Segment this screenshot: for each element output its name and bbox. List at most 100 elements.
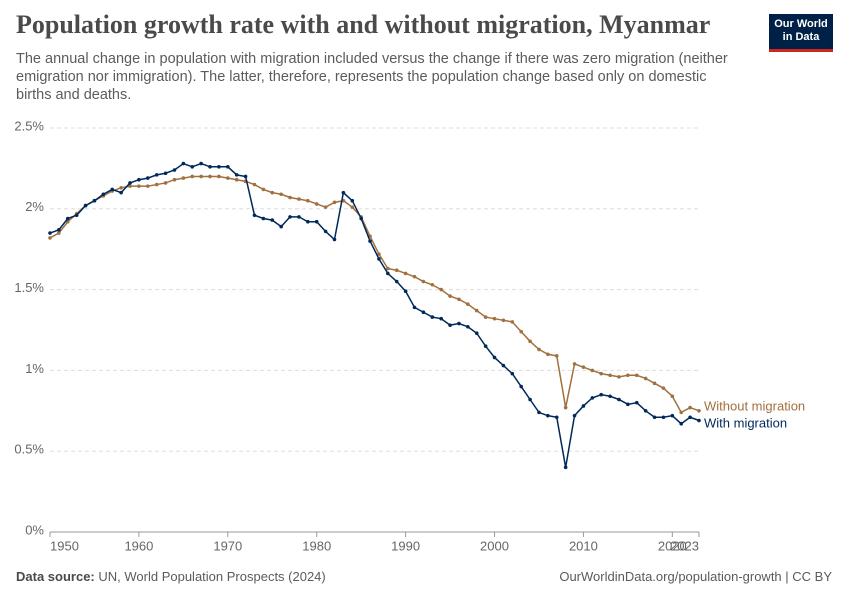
data-point (661, 415, 666, 420)
data-point (377, 257, 381, 261)
data-point (599, 371, 604, 376)
data-point (617, 375, 621, 379)
data-point (501, 363, 506, 368)
data-point (145, 176, 150, 180)
data-point (457, 297, 461, 302)
x-tick-label: 2000 (480, 538, 509, 553)
data-point (74, 213, 79, 218)
data-point (634, 400, 639, 405)
data-point (217, 174, 221, 179)
data-point (643, 376, 648, 381)
data-point (261, 216, 266, 221)
source: Data source: UN, World Population Prospe… (16, 569, 326, 584)
data-point (652, 381, 657, 386)
data-point (474, 331, 479, 336)
data-point (234, 173, 239, 177)
data-point (163, 181, 168, 185)
data-point (563, 405, 568, 410)
data-point (546, 352, 550, 357)
legend-label: With migration (704, 416, 787, 431)
logo[interactable]: Our World in Data (769, 14, 833, 52)
data-point (137, 184, 141, 188)
data-point (457, 321, 461, 326)
data-point (581, 365, 586, 369)
legend-label: Without migration (704, 399, 805, 414)
data-point (412, 274, 417, 279)
data-point (430, 315, 435, 319)
data-point (57, 228, 61, 232)
data-point (599, 392, 604, 397)
data-point (403, 271, 408, 276)
data-point (634, 373, 639, 378)
data-point (314, 219, 319, 224)
data-point (128, 181, 132, 185)
source-url[interactable]: OurWorldinData.org/population-growth | C… (559, 569, 832, 584)
data-point (430, 282, 435, 287)
data-point (48, 236, 52, 240)
data-point (199, 174, 203, 179)
data-point (394, 279, 399, 284)
source-label: Data source: (16, 569, 95, 584)
series-line (49, 175, 700, 414)
data-point (119, 185, 123, 190)
data-point (137, 177, 141, 182)
data-point (65, 216, 70, 221)
data-point (92, 198, 97, 203)
data-point (697, 409, 701, 413)
data-point (252, 213, 257, 218)
data-point (590, 368, 595, 373)
data-point (403, 289, 408, 294)
data-point (661, 386, 666, 390)
data-point (679, 410, 684, 415)
data-point (528, 339, 532, 344)
data-point (608, 394, 612, 399)
data-point (697, 418, 701, 423)
data-point (626, 402, 630, 407)
data-point (172, 177, 177, 182)
data-point (243, 174, 248, 179)
y-tick-label: 1.5% (14, 280, 44, 295)
data-point (208, 174, 212, 179)
data-point (386, 271, 390, 276)
data-point (57, 231, 61, 235)
data-point (288, 195, 292, 200)
data-point (652, 415, 657, 420)
data-point (688, 415, 692, 420)
data-point (528, 397, 532, 402)
data-point (563, 465, 568, 470)
data-point (537, 410, 541, 415)
data-point (572, 362, 577, 366)
data-point (306, 219, 310, 224)
data-point (350, 198, 355, 203)
data-point (466, 302, 470, 306)
data-point (110, 187, 115, 192)
data-point (217, 164, 221, 169)
data-point (448, 323, 452, 327)
data-point (466, 324, 470, 329)
data-point (323, 205, 328, 209)
data-point (270, 190, 275, 195)
data-point (48, 231, 52, 235)
data-point (581, 404, 586, 408)
data-point (492, 316, 497, 321)
source-text: UN, World Population Prospects (2024) (98, 569, 326, 584)
data-point (483, 315, 488, 319)
data-point (626, 373, 630, 378)
data-point (154, 173, 159, 177)
x-tick-label: 2010 (569, 538, 598, 553)
data-point (554, 354, 559, 358)
x-tick-label: 2023 (670, 538, 699, 553)
data-point (510, 371, 515, 376)
data-point (688, 405, 692, 410)
data-point (119, 190, 123, 195)
x-tick-label: 1990 (391, 538, 420, 553)
data-point (332, 237, 337, 242)
data-point (181, 161, 186, 166)
data-point (226, 164, 230, 169)
data-point (519, 384, 523, 389)
data-point (350, 205, 355, 209)
data-point (439, 316, 443, 321)
data-point (501, 318, 506, 323)
data-point (546, 413, 550, 418)
